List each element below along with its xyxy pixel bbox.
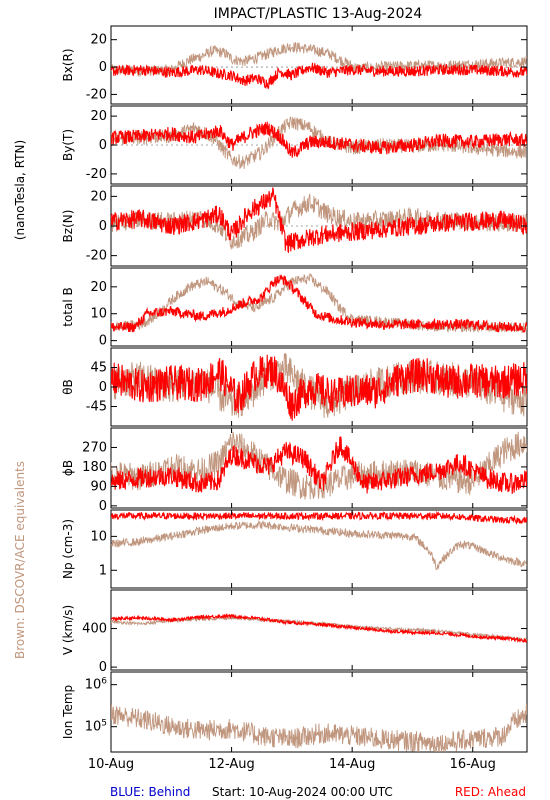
series-np-brown bbox=[111, 519, 527, 571]
series-phi-red bbox=[111, 436, 527, 494]
panel-frame-np bbox=[110, 509, 528, 589]
series-by-brown bbox=[111, 116, 527, 170]
ytick-label-phi-0: 270 bbox=[82, 440, 107, 455]
xtick-label-2: 14-Aug bbox=[329, 757, 375, 772]
ylabel-by: By(T) bbox=[61, 129, 75, 161]
series-by-red bbox=[111, 121, 527, 158]
ytick-label-np-1: 1 bbox=[99, 563, 107, 578]
ylabel-bx: Bx(R) bbox=[61, 48, 75, 81]
chart-title: IMPACT/PLASTIC 13-Aug-2024 bbox=[214, 6, 423, 22]
ylabel-bt: total B bbox=[61, 287, 75, 327]
ytick-label-phi-1: 180 bbox=[82, 460, 107, 475]
panel-frame-v bbox=[110, 589, 528, 671]
ytick-label-bx-0: 20 bbox=[90, 33, 107, 48]
panel-frame-bx bbox=[110, 25, 528, 105]
ytick-label-by-0: 20 bbox=[90, 109, 107, 124]
series-bx-brown bbox=[111, 42, 527, 77]
ytick-label-v-1: 0 bbox=[99, 660, 107, 675]
ytick-label-np-0: 10 bbox=[90, 529, 107, 544]
ytick-label-bz-1: 0 bbox=[99, 219, 107, 234]
series-theta-red bbox=[111, 354, 527, 421]
xtick-label-3: 16-Aug bbox=[450, 757, 496, 772]
ytick-label-by-1: 0 bbox=[99, 138, 107, 153]
ylabel-v: V (km/s) bbox=[61, 605, 75, 655]
ytick-label-bt-0: 20 bbox=[90, 280, 107, 295]
series-phi-brown bbox=[111, 431, 527, 500]
ytick-label-phi-2: 90 bbox=[90, 479, 107, 494]
ytick-label-phi-3: 0 bbox=[99, 499, 107, 514]
ytick-label-theta-0: 45 bbox=[90, 361, 107, 376]
footer-red-label: RED: Ahead bbox=[455, 785, 526, 799]
ylabel-temp: Ion Temp bbox=[61, 685, 75, 739]
ytick-label-bz-2: -20 bbox=[86, 249, 107, 264]
ytick-label-theta-2: -45 bbox=[86, 400, 107, 415]
series-bt-brown bbox=[111, 273, 527, 334]
ytick-label-temp-0: 106 bbox=[85, 677, 108, 693]
ytick-label-bz-0: 20 bbox=[90, 189, 107, 204]
panel-frame-bt bbox=[110, 267, 528, 347]
ytick-label-bt-1: 10 bbox=[90, 307, 107, 322]
ylabel-phi: ϕB bbox=[61, 460, 75, 476]
footer-blue-label: BLUE: Behind bbox=[110, 785, 190, 799]
ylabel-theta: θB bbox=[61, 379, 75, 395]
ytick-label-v-0: 400 bbox=[82, 622, 107, 637]
series-temp-brown bbox=[111, 703, 527, 752]
series-np-red bbox=[111, 510, 527, 525]
series-bx-red bbox=[111, 62, 527, 90]
ytick-label-bx-2: -20 bbox=[86, 87, 107, 102]
ytick-label-bt-2: 0 bbox=[99, 334, 107, 349]
footer-start-label: Start: 10-Aug-2024 00:00 UTC bbox=[212, 785, 393, 799]
ylabel-bz: Bz(N) bbox=[61, 210, 75, 243]
ytick-label-by-2: -20 bbox=[86, 167, 107, 182]
ytick-label-bx-1: 0 bbox=[99, 60, 107, 75]
series-v-red bbox=[111, 612, 527, 644]
units-side-label: (nanoTesla, RTN) bbox=[13, 140, 27, 240]
brown-legend-side-label: Brown: DSCOVR/ACE equivalents bbox=[13, 461, 27, 659]
xtick-label-0: 10-Aug bbox=[88, 757, 134, 772]
ylabel-np: Np (cm-3) bbox=[61, 519, 75, 579]
panels-group: 200-20Bx(R)200-20By(T)200-20Bz(N)20100to… bbox=[61, 25, 528, 772]
series-bt-red bbox=[111, 274, 527, 334]
ytick-label-temp-1: 105 bbox=[85, 719, 107, 735]
series-bz-red bbox=[111, 186, 527, 254]
ytick-label-theta-1: 0 bbox=[99, 380, 107, 395]
xtick-label-1: 12-Aug bbox=[208, 757, 254, 772]
